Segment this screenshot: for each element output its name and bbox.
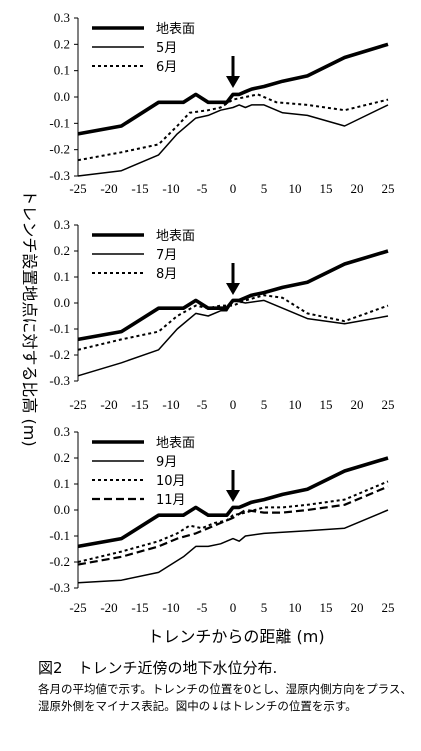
- x-tick-label: 5: [261, 600, 268, 615]
- legend-label: 地表面: [156, 229, 195, 244]
- x-tick-label: 15: [320, 397, 333, 412]
- series-line-solid: [77, 104, 389, 177]
- x-tick-label: 20: [351, 600, 364, 615]
- y-tick-label: -0.2: [49, 347, 70, 362]
- x-tick-label: -25: [69, 181, 86, 196]
- y-tick-label: 0.1: [54, 476, 70, 491]
- y-tick-label: -0.3: [49, 168, 70, 183]
- trench-arrow-head: [226, 76, 240, 88]
- series-line-dotted: [77, 294, 389, 351]
- x-tick-label: -15: [131, 181, 148, 196]
- legend-label: 地表面: [156, 22, 195, 37]
- x-tick-label: -10: [162, 397, 179, 412]
- x-tick-label: -5: [197, 181, 208, 196]
- y-tick-label: 0.2: [54, 450, 70, 465]
- x-tick-label: 25: [382, 600, 395, 615]
- x-tick-label: 25: [382, 181, 395, 196]
- legend-label: 7月: [156, 248, 177, 263]
- x-tick-label: 0: [230, 600, 237, 615]
- y-tick-label: 0.1: [54, 269, 70, 284]
- x-tick-label: -20: [100, 600, 117, 615]
- trench-arrow-head: [226, 490, 240, 502]
- legend-label: 10月: [156, 474, 186, 489]
- chart-panel-1: 0.3 0.2 0.1 0.0 -0.1 -0.2 -0.3-25 -20 -15 -10 -5 0 5…: [49, 10, 394, 196]
- x-tick-label: 20: [351, 397, 364, 412]
- x-axis-label: トレンチからの距離 (m): [147, 627, 324, 646]
- y-tick-label: 0.1: [54, 63, 70, 78]
- legend-label: 11月: [156, 493, 186, 508]
- x-tick-label: -25: [69, 600, 86, 615]
- x-tick-label: 15: [320, 181, 333, 196]
- y-tick-label: 0.3: [54, 424, 70, 439]
- x-tick-label: -10: [162, 600, 179, 615]
- series-line-solid: [77, 509, 389, 584]
- y-tick-label: -0.3: [49, 580, 70, 595]
- trench-arrow-head: [226, 283, 240, 295]
- legend-label: 地表面: [156, 436, 195, 451]
- x-tick-label: 0: [230, 397, 237, 412]
- y-tick-label: 0.3: [54, 10, 70, 25]
- x-tick-label: -25: [69, 397, 86, 412]
- y-axis-label: トレンチ設置地点に対する比高 (m): [20, 189, 39, 446]
- legend-label: 5月: [156, 41, 177, 56]
- x-tick-label: 5: [261, 397, 268, 412]
- x-tick-label: 0: [230, 181, 237, 196]
- y-tick-label: 0.2: [54, 243, 70, 258]
- x-tick-label: -10: [162, 181, 179, 196]
- figure-caption: 図2 トレンチ近傍の地下水位分布. 各月の平均値で示す。トレンチの位置を0とし、…: [38, 658, 418, 715]
- y-tick-label: -0.1: [49, 528, 70, 543]
- y-tick-label: -0.2: [49, 554, 70, 569]
- x-tick-label: -15: [131, 397, 148, 412]
- series-line-thick: [77, 42, 389, 136]
- legend-label: 8月: [156, 267, 177, 282]
- x-tick-label: 10: [289, 600, 302, 615]
- y-tick-label: 0.2: [54, 36, 70, 51]
- legend-label: 6月: [156, 60, 177, 75]
- x-tick-label: 20: [351, 181, 364, 196]
- x-tick-label: -20: [100, 181, 117, 196]
- y-tick-label: 0.0: [54, 502, 70, 517]
- chart-panel-3: 0.3 0.2 0.1 0.0 -0.1 -0.2 -0.3 -25 -20 -15 -10 -5 0 5…: [49, 424, 394, 615]
- x-tick-label: -20: [100, 397, 117, 412]
- legend-label: 9月: [156, 455, 177, 470]
- x-tick-label: -5: [197, 397, 208, 412]
- series-line-dashed: [77, 485, 389, 566]
- y-tick-label: -0.3: [49, 373, 70, 388]
- chart-panel-2: 0.3 0.2 0.1 0.0 -0.1 -0.2 -0.3 -25 -20 -15 -10 -5 0 5…: [49, 217, 394, 412]
- series-line-dotted: [77, 480, 389, 563]
- x-tick-label: 25: [382, 397, 395, 412]
- series-line-solid: [77, 299, 389, 377]
- y-tick-label: 0.0: [54, 295, 70, 310]
- caption-body: 各月の平均値で示す。トレンチの位置を0とし、湿原内側方向をプラス、湿原外側をマイ…: [38, 682, 412, 713]
- x-tick-label: 10: [289, 181, 302, 196]
- y-tick-label: -0.1: [49, 115, 70, 130]
- x-tick-label: 10: [289, 397, 302, 412]
- y-tick-label: -0.1: [49, 321, 70, 336]
- x-tick-label: 5: [261, 181, 268, 196]
- series-line-thick: [77, 456, 389, 549]
- y-tick-label: 0.3: [54, 217, 70, 232]
- y-tick-label: 0.0: [54, 89, 70, 104]
- x-tick-label: -15: [131, 600, 148, 615]
- series-line-dotted: [77, 93, 389, 162]
- x-tick-label: 15: [320, 600, 333, 615]
- x-tick-label: -5: [197, 600, 208, 615]
- caption-title: 図2 トレンチ近傍の地下水位分布.: [38, 659, 278, 677]
- y-tick-label: -0.2: [49, 142, 70, 157]
